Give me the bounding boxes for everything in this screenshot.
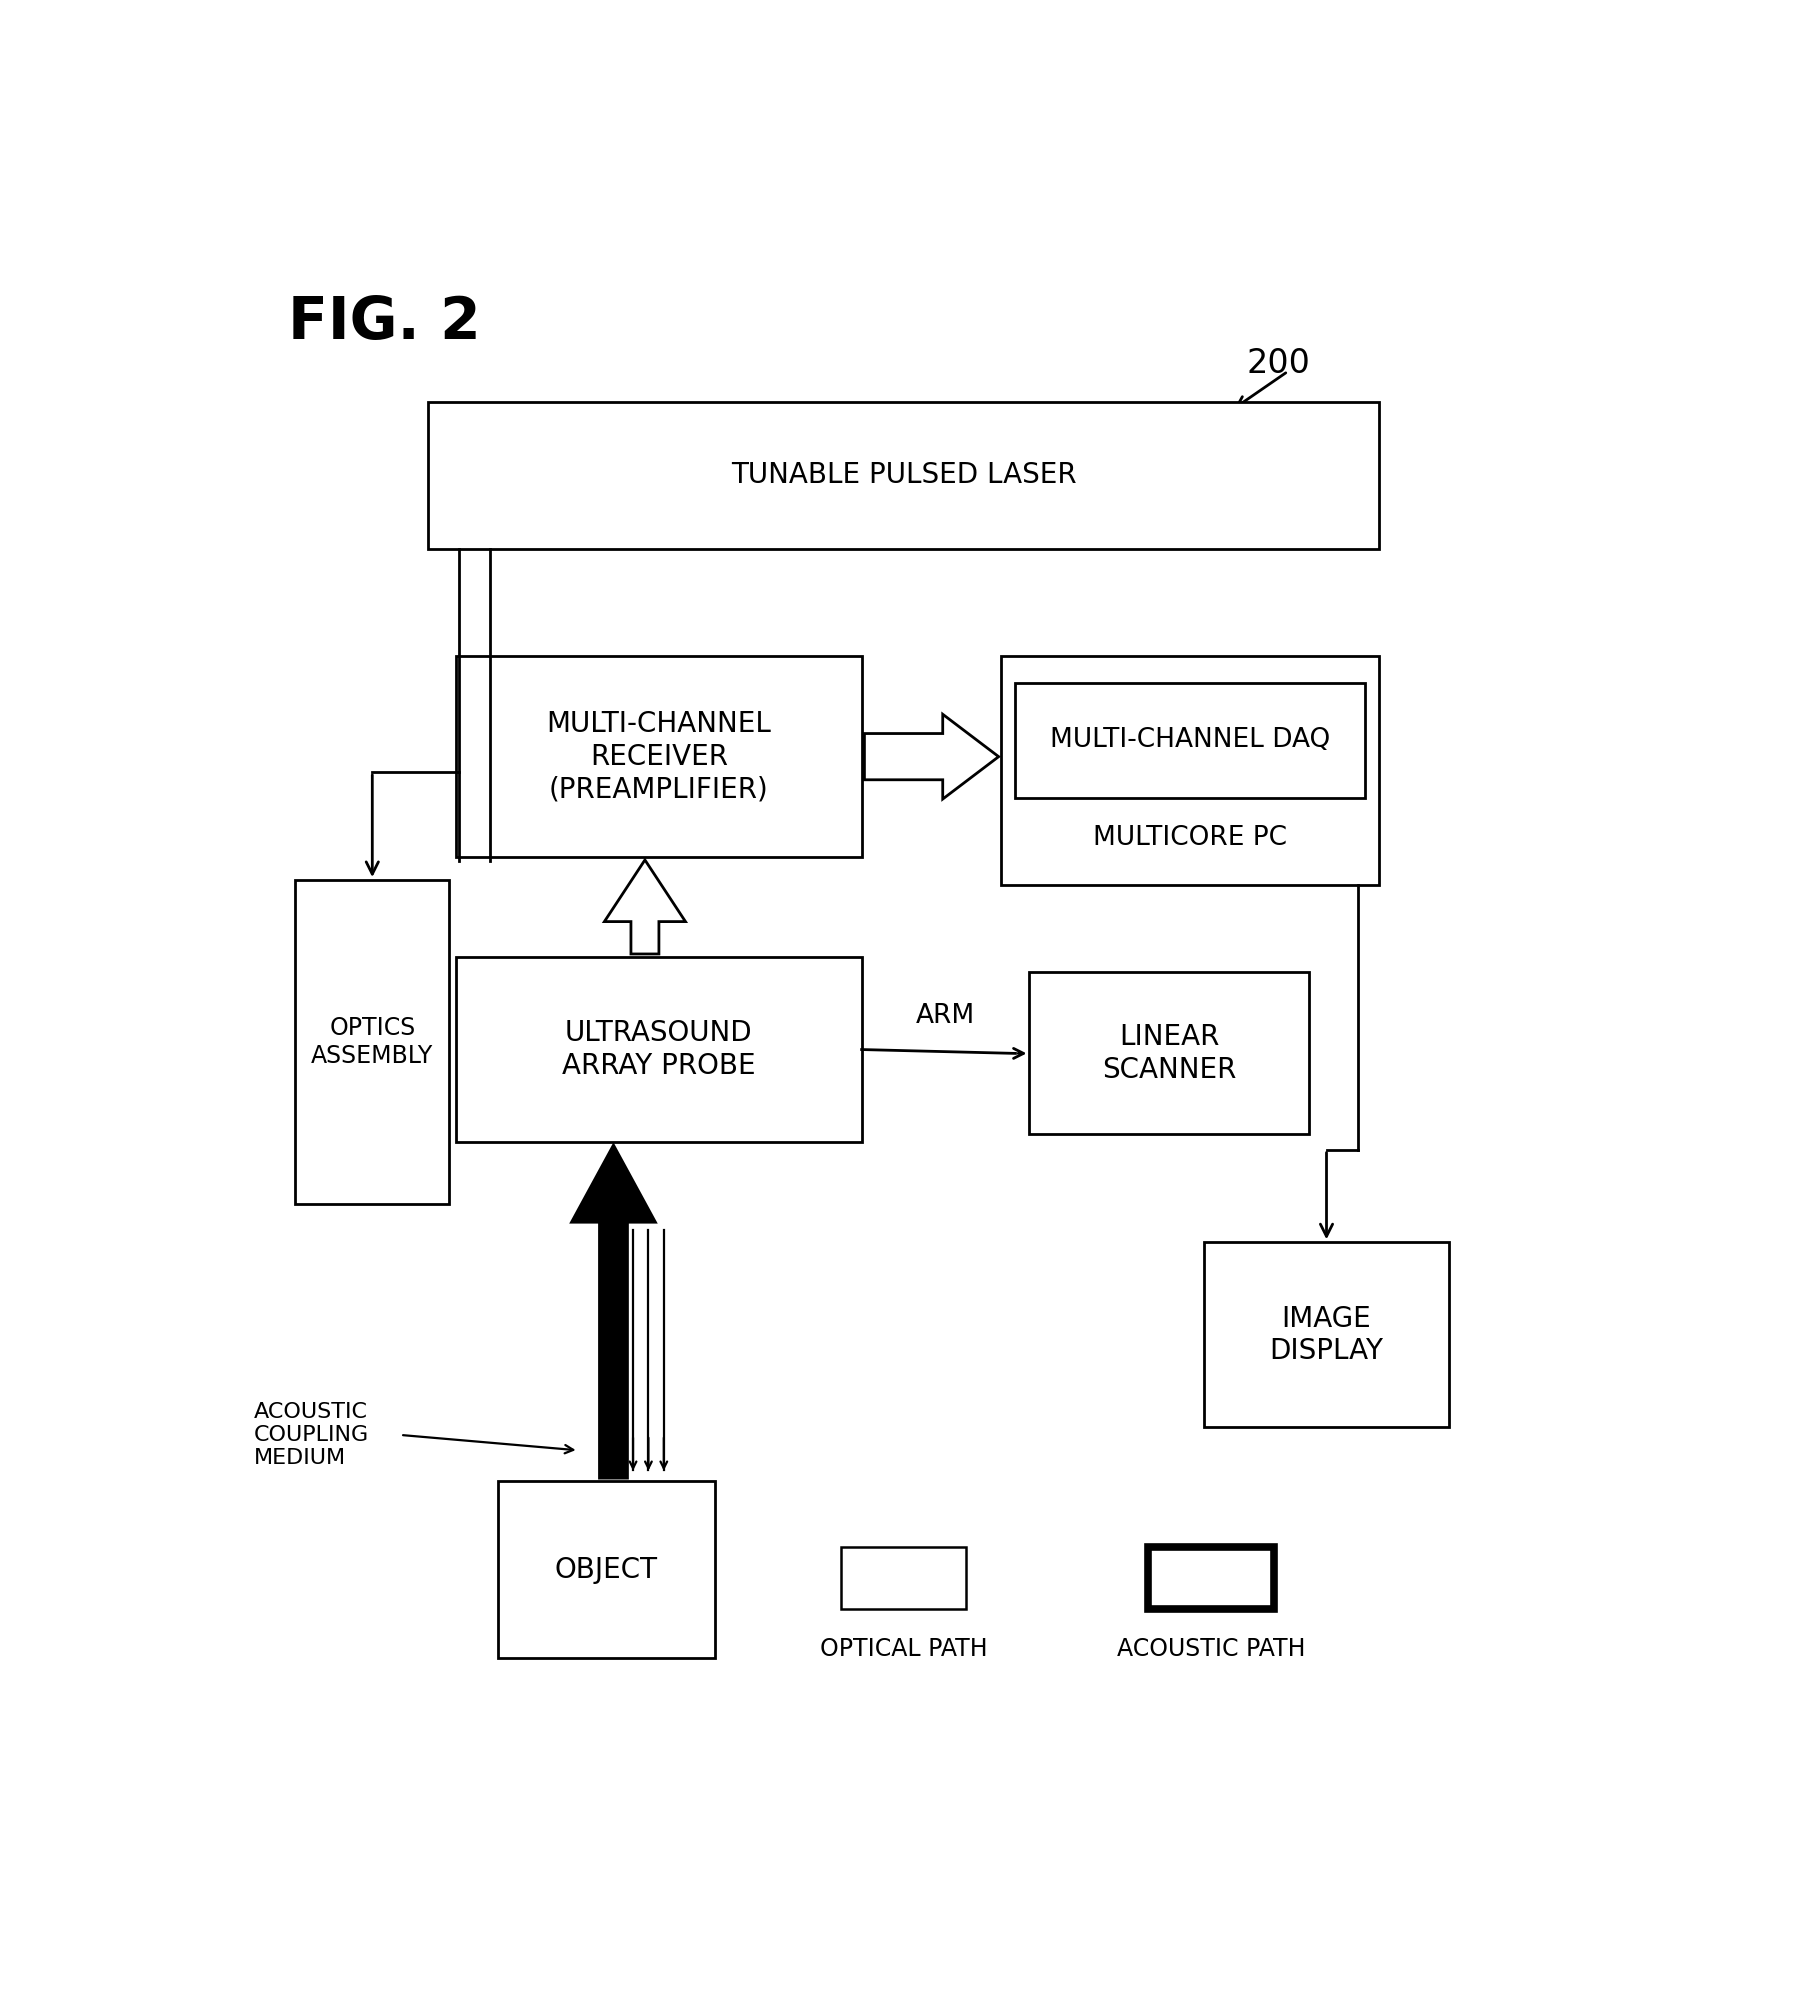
- Text: MULTI-CHANNEL
RECEIVER
(PREAMPLIFIER): MULTI-CHANNEL RECEIVER (PREAMPLIFIER): [547, 711, 772, 803]
- Text: 200: 200: [1247, 346, 1310, 380]
- Bar: [841, 1548, 967, 1610]
- Bar: [1149, 1548, 1274, 1610]
- Text: OPTICAL PATH: OPTICAL PATH: [819, 1638, 987, 1662]
- Polygon shape: [572, 1145, 655, 1477]
- Bar: [456, 657, 862, 857]
- Bar: [1001, 657, 1378, 885]
- Bar: [498, 1481, 714, 1658]
- Text: OPTICS
ASSEMBLY: OPTICS ASSEMBLY: [310, 1015, 433, 1067]
- Bar: [1016, 683, 1366, 799]
- Text: IMAGE
DISPLAY: IMAGE DISPLAY: [1270, 1305, 1384, 1365]
- Text: MULTI-CHANNEL DAQ: MULTI-CHANNEL DAQ: [1050, 727, 1330, 753]
- Text: OBJECT: OBJECT: [556, 1556, 658, 1584]
- Polygon shape: [604, 861, 686, 955]
- Bar: [296, 881, 449, 1203]
- Polygon shape: [864, 715, 999, 799]
- Bar: [1205, 1241, 1449, 1427]
- Text: ACOUSTIC
COUPLING
MEDIUM: ACOUSTIC COUPLING MEDIUM: [253, 1401, 368, 1467]
- Text: MULTICORE PC: MULTICORE PC: [1093, 825, 1288, 851]
- Text: LINEAR
SCANNER: LINEAR SCANNER: [1102, 1023, 1236, 1083]
- Bar: [456, 957, 862, 1141]
- Bar: [428, 402, 1378, 549]
- Bar: [1030, 973, 1310, 1135]
- Text: ULTRASOUND
ARRAY PROBE: ULTRASOUND ARRAY PROBE: [563, 1019, 756, 1079]
- Text: FIG. 2: FIG. 2: [289, 294, 482, 350]
- Text: TUNABLE PULSED LASER: TUNABLE PULSED LASER: [731, 460, 1077, 488]
- Text: ACOUSTIC PATH: ACOUSTIC PATH: [1117, 1638, 1306, 1662]
- Text: ARM: ARM: [916, 1003, 976, 1029]
